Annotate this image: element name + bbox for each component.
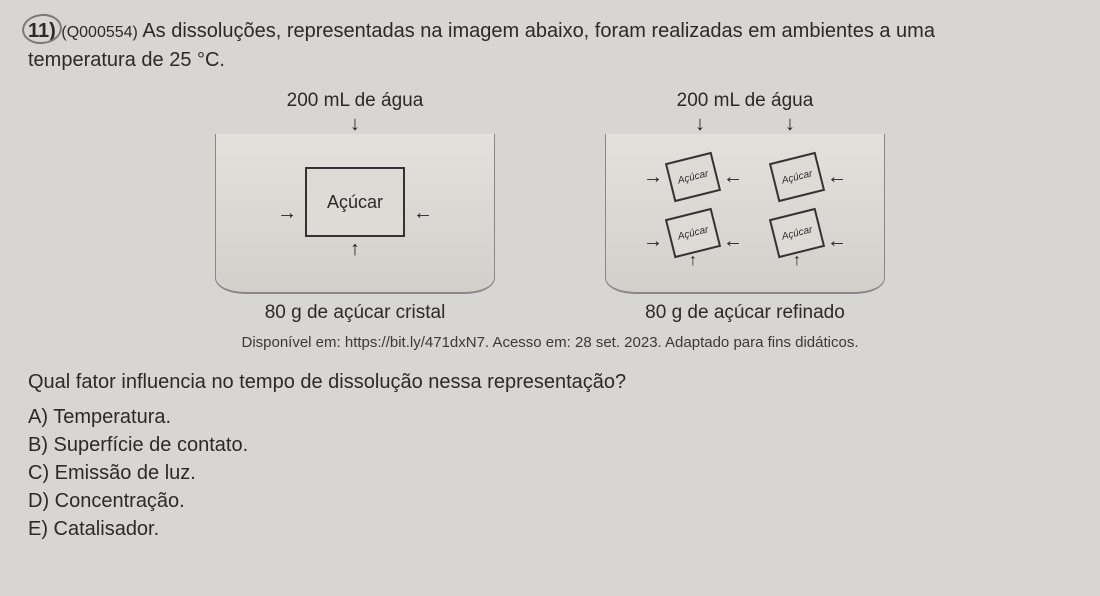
small-cube-1: Açúcar xyxy=(665,152,721,202)
arrow-right-icon: → xyxy=(643,167,663,187)
left-beaker-inner: → Açúcar ↑ ← xyxy=(216,134,494,292)
left-top-arrow-col: ↓ xyxy=(350,114,360,134)
small-cube-3: Açúcar xyxy=(665,208,721,258)
question-number-text: 11) xyxy=(28,20,56,42)
mini-wrap-3: Açúcar ↑ xyxy=(669,213,717,269)
grid-cell-2: Açúcar ← xyxy=(773,157,847,197)
grid-cell-4: Açúcar ↑ ← xyxy=(773,213,847,269)
arrow-left-icon: ← xyxy=(413,203,433,223)
diagrams-row: 200 mL de água ↓ → Açúcar ↑ ← 80 g de aç… xyxy=(28,90,1072,324)
small-cube-2-label: Açúcar xyxy=(781,168,814,186)
arrow-right-icon: → xyxy=(277,203,297,223)
right-cube-grid: → Açúcar ← Açúcar ← → Açúcar xyxy=(643,157,847,269)
question-text-1: As dissoluções, representadas na imagem … xyxy=(142,20,935,42)
arrow-up-icon: ↑ xyxy=(689,253,697,269)
arrow-left-icon: ← xyxy=(827,231,847,251)
question-code: (Q000554) xyxy=(61,24,138,41)
arrow-down-icon: ↓ xyxy=(785,114,795,134)
option-d[interactable]: D) Concentração. xyxy=(28,488,1072,515)
arrow-left-icon: ← xyxy=(723,231,743,251)
small-cube-2: Açúcar xyxy=(769,152,825,202)
arrow-left-icon: ← xyxy=(723,167,743,187)
grid-cell-3: → Açúcar ↑ ← xyxy=(643,213,743,269)
left-top-label: 200 mL de água xyxy=(287,90,424,112)
options-list: A) Temperatura. B) Superfície de contato… xyxy=(28,404,1072,543)
right-beaker: → Açúcar ← Açúcar ← → Açúcar xyxy=(605,134,885,294)
question-header: 11) (Q000554) As dissoluções, representa… xyxy=(28,18,1072,45)
small-cube-1-label: Açúcar xyxy=(677,168,710,186)
source-citation: Disponível em: https://bit.ly/471dxN7. A… xyxy=(28,334,1072,351)
left-sugar-cube: Açúcar xyxy=(305,167,405,237)
left-cube-label: Açúcar xyxy=(327,192,383,213)
left-bottom-label: 80 g de açúcar cristal xyxy=(265,302,446,324)
right-bottom-label: 80 g de açúcar refinado xyxy=(645,302,845,324)
question-number: 11) xyxy=(28,18,56,45)
arrow-up-icon: ↑ xyxy=(793,253,801,269)
arrow-up-icon: ↑ xyxy=(350,239,360,259)
arrow-down-icon: ↓ xyxy=(350,114,360,134)
option-c[interactable]: C) Emissão de luz. xyxy=(28,460,1072,487)
arrow-right-icon: → xyxy=(643,231,663,251)
question-prompt: Qual fator influencia no tempo de dissol… xyxy=(28,371,1072,394)
diagram-right: 200 mL de água ↓ ↓ → Açúcar ← Açúcar ← xyxy=(595,90,895,324)
arrow-left-icon: ← xyxy=(827,167,847,187)
right-top-label: 200 mL de água xyxy=(677,90,814,112)
option-a[interactable]: A) Temperatura. xyxy=(28,404,1072,431)
arrow-down-icon: ↓ xyxy=(695,114,705,134)
question-text-2: temperatura de 25 °C. xyxy=(28,49,1072,72)
left-cube-col: Açúcar ↑ xyxy=(305,167,405,259)
left-cube-row: → Açúcar ↑ ← xyxy=(277,167,433,259)
option-b[interactable]: B) Superfície de contato. xyxy=(28,432,1072,459)
option-e[interactable]: E) Catalisador. xyxy=(28,516,1072,543)
small-cube-4: Açúcar xyxy=(769,208,825,258)
left-beaker: → Açúcar ↑ ← xyxy=(215,134,495,294)
grid-cell-1: → Açúcar ← xyxy=(643,157,743,197)
small-cube-4-label: Açúcar xyxy=(781,224,814,242)
right-top-arrows: ↓ ↓ xyxy=(695,114,795,134)
mini-wrap-4: Açúcar ↑ xyxy=(773,213,821,269)
small-cube-3-label: Açúcar xyxy=(677,224,710,242)
diagram-left: 200 mL de água ↓ → Açúcar ↑ ← 80 g de aç… xyxy=(205,90,505,324)
